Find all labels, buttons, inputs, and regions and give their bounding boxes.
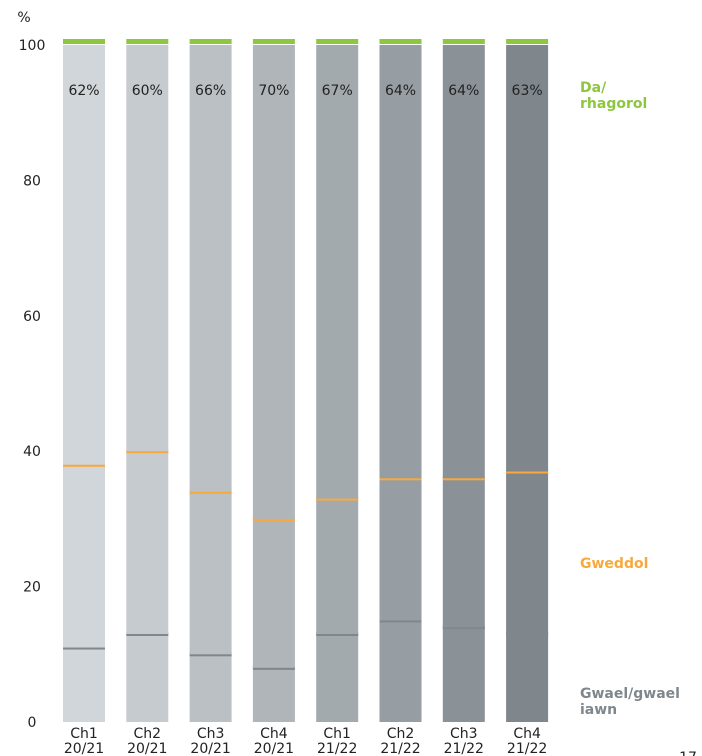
x-tick-label: Ch4 20/21: [254, 726, 294, 756]
data-label: 66%: [195, 83, 226, 99]
y-tick-label: 60: [23, 309, 41, 325]
x-tick-label: Ch2 20/21: [127, 726, 167, 756]
bar-segment: [126, 451, 169, 634]
bar-segment: [442, 478, 485, 628]
segment-cap: [316, 39, 359, 44]
y-tick-label: 20: [23, 580, 41, 596]
legend-entry: Da/ rhagorol: [580, 80, 648, 112]
bar-segment: [189, 491, 232, 655]
bar-segment: [442, 45, 485, 479]
segment-cap: [126, 39, 169, 44]
segment-cap: [63, 39, 105, 44]
bar-segment: [63, 45, 105, 465]
y-axis-label: %: [17, 10, 30, 26]
bar-segment: [252, 667, 295, 722]
bar-segment: [252, 518, 295, 668]
bar-segment: [379, 620, 422, 722]
legend-entry: Gweddol: [580, 556, 649, 572]
bar-segment: [316, 498, 359, 634]
x-tick-label: Ch1 21/22: [317, 726, 357, 756]
data-label: 62%: [68, 83, 99, 99]
segment-cap: [506, 39, 549, 44]
bar-segment: [126, 633, 169, 722]
segment-cap: [442, 39, 485, 44]
bar-segment: [379, 45, 422, 479]
y-tick-label: 0: [28, 715, 37, 731]
bar-segment: [506, 471, 549, 634]
bar-segment: [506, 45, 549, 472]
segment-cap: [379, 39, 422, 44]
x-tick-label: Ch1 20/21: [64, 726, 104, 756]
data-label: 64%: [448, 83, 479, 99]
segment-cap: [252, 39, 295, 44]
data-label: 63%: [512, 83, 543, 99]
bar-segment: [316, 45, 359, 499]
bar-segment: [63, 464, 105, 648]
data-label: 67%: [322, 83, 353, 99]
bar-segment: [379, 478, 422, 621]
bar-segment: [189, 45, 232, 492]
legend-entry: Gwael/gwael iawn: [580, 686, 680, 718]
y-tick-label: 100: [19, 38, 46, 54]
segment-cap: [189, 39, 232, 44]
bar-segment: [63, 647, 105, 722]
bar-segment: [126, 45, 169, 452]
x-tick-label: Ch2 21/22: [380, 726, 420, 756]
x-tick-label: Ch3 21/22: [444, 726, 484, 756]
data-label: 60%: [132, 83, 163, 99]
x-tick-label: Ch4 21/22: [507, 726, 547, 756]
page-number: 17: [679, 750, 697, 756]
data-label: 64%: [385, 83, 416, 99]
segment-edge: [63, 645, 105, 650]
bar-segment: [252, 45, 295, 519]
data-label: 70%: [258, 83, 289, 99]
bar-segment: [506, 633, 549, 722]
y-tick-label: 80: [23, 173, 41, 189]
y-tick-label: 40: [23, 444, 41, 460]
bar-segment: [189, 654, 232, 722]
bar-segment: [316, 633, 359, 722]
bar-segment: [442, 627, 485, 722]
x-tick-label: Ch3 20/21: [190, 726, 230, 756]
